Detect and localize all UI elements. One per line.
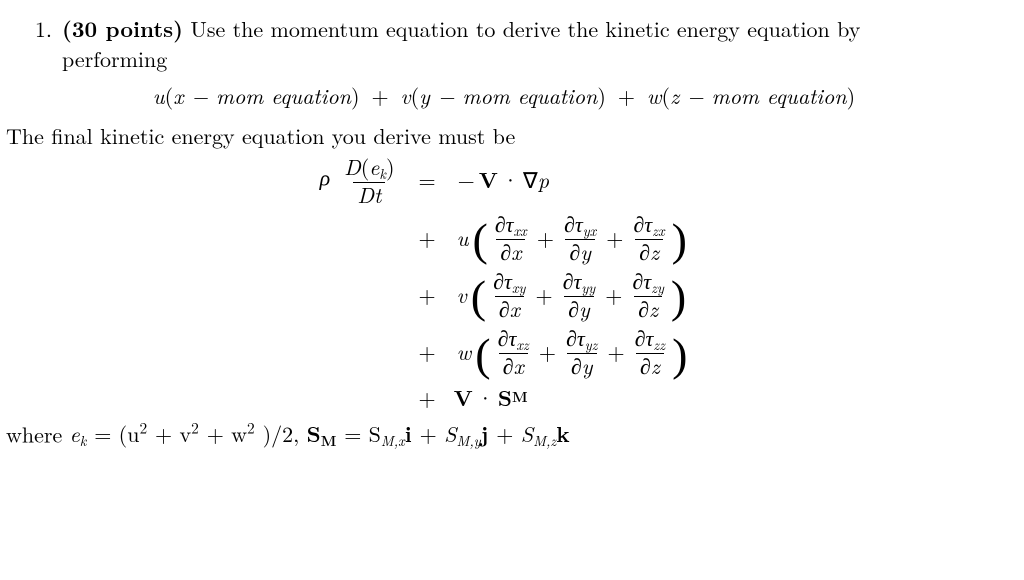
page: 1. (30 points) Use the momentum equation… <box>0 0 1024 466</box>
p: p <box>538 165 549 195</box>
problem-header: 1. (30 points) Use the momentum equation… <box>6 14 1002 44</box>
eqn-rhs-1: − V · ∇p <box>454 165 549 195</box>
kinetic-energy-equation: ρ D(ek) Dt = − V · ∇p + u ( ∂τxx ∂x + <box>6 155 1002 413</box>
hint-v: v <box>400 80 410 111</box>
frac-tyx: ∂τyx ∂y <box>560 212 600 263</box>
hint-u: u <box>153 80 165 111</box>
problem-number: 1. <box>6 14 62 44</box>
SM-sub: M <box>512 388 528 407</box>
frac-tzx: ∂τzx ∂z <box>629 212 668 263</box>
coef-w: w <box>454 337 475 367</box>
frac-txy: ∂τxy ∂x <box>489 269 529 320</box>
frac-Dek-Dt: D(ek) Dt <box>340 155 398 206</box>
frac-tzy: ∂τzy ∂z <box>628 269 668 320</box>
derivation-hint: u(x − mom equation) + v(y − mom equation… <box>6 81 1002 111</box>
dot-1: · <box>498 165 523 195</box>
hint-w: w <box>647 80 662 111</box>
eqn-rhs-v: v ( ∂τxy ∂x + ∂τyy ∂y + ∂τzy ∂z ) <box>454 269 688 320</box>
ek: e <box>70 418 80 449</box>
eqn-rhs-u: u ( ∂τxx ∂x + ∂τyx ∂y + ∂τzx ∂z ) <box>454 212 688 263</box>
nabla: ∇ <box>523 165 538 195</box>
eqn-rhs-w: w ( ∂τxz ∂x + ∂τyz ∂y + ∂τzz ∂z ) <box>454 326 689 377</box>
hint-xmom: x − mom equation <box>173 80 351 111</box>
frac-tyy: ∂τyy ∂y <box>559 269 600 320</box>
SM: S <box>307 418 321 449</box>
D: D <box>344 151 361 182</box>
dot-2: · <box>473 383 498 413</box>
S: S <box>498 383 512 413</box>
rho: ρ <box>320 161 331 192</box>
hint-plus-2: + <box>614 80 639 111</box>
eqn-rhs-SM: V · SM <box>454 383 528 413</box>
ek-sub2: k <box>80 431 87 451</box>
hint-ymom: y − mom equation <box>419 80 597 111</box>
plus-row-v: + <box>419 280 436 310</box>
plus-row-SM: + <box>419 383 436 413</box>
plus-row-u: + <box>419 223 436 253</box>
points-label: (30 points) <box>62 13 183 44</box>
e: e <box>369 151 379 182</box>
frac-txx: ∂τxx ∂x <box>491 212 531 263</box>
frac-tzz: ∂τzz ∂z <box>631 326 669 377</box>
equals-sign: = <box>419 165 436 195</box>
Dt: Dt <box>353 182 385 206</box>
lead-out: The final kinetic energy equation you de… <box>6 121 1002 151</box>
where-prefix: where <box>6 418 70 449</box>
problem-text-line1: (30 points) Use the momentum equation to… <box>62 14 1002 44</box>
V: V <box>479 165 498 195</box>
frac-txz: ∂τxz ∂x <box>494 326 533 377</box>
coef-v: v <box>454 280 470 310</box>
V-2: V <box>454 383 473 413</box>
problem-text-line2: performing <box>6 44 1002 74</box>
statement-a: Use the momentum equation to derive the … <box>190 13 860 44</box>
coef-u: u <box>454 223 472 253</box>
hint-plus-1: + <box>367 80 392 111</box>
eqn-lhs: ρ D(ek) Dt <box>320 155 401 206</box>
frac-tyz: ∂τyz ∂y <box>562 326 602 377</box>
minus-1: − <box>454 165 479 195</box>
hint-zmom: z − mom equation <box>670 80 847 111</box>
plus-row-w: + <box>419 337 436 367</box>
where-line: where ek = (u2 + v2 + w2 )/2, SM = SM,xi… <box>6 419 1002 452</box>
